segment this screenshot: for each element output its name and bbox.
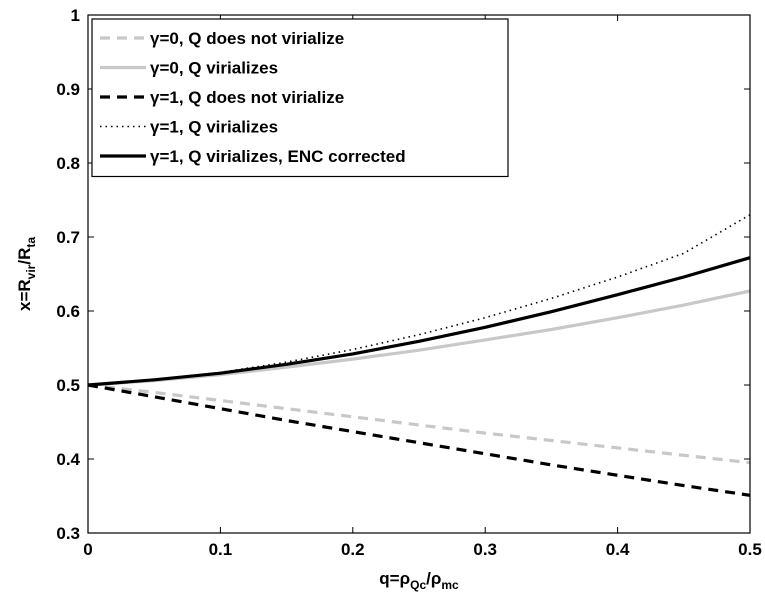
legend-label-5: γ=1, Q virializes, ENC corrected	[150, 147, 406, 166]
x-tick-label: 0	[83, 540, 92, 559]
plot-frame	[87, 14, 751, 534]
y-tick-label: 1	[71, 6, 80, 25]
legend: γ=0, Q does not virialize γ=0, Q virializ…	[91, 18, 509, 178]
series-line-5	[87, 256, 751, 387]
x-tick-label: 0.4	[606, 540, 630, 559]
x-axis-label-sub2: mc	[441, 578, 459, 592]
x-tick-label: 0.1	[209, 540, 233, 559]
y-axis-label-sub1: vir	[24, 264, 38, 279]
y-tick-label: 0.7	[56, 228, 80, 247]
legend-label-2: γ=0, Q virializes	[150, 59, 278, 78]
legend-label-4: γ=1, Q virializes	[150, 118, 278, 137]
tick-layer: 0 0.1 0.2 0.3 0.4 0.5 0.3 0.4 0.5 0.6 0.7 0.8 0.9 1	[56, 6, 761, 559]
legend-label-1: γ=0, Q does not virialize	[150, 29, 344, 48]
series-line-1	[87, 383, 751, 465]
y-axis-label-sub2: ta	[24, 237, 38, 248]
x-axis-label: q=ρQc/ρmc	[379, 569, 459, 592]
x-tick-label: 0.3	[473, 540, 497, 559]
legend-box	[91, 18, 509, 178]
y-axis-label-mid: /R	[15, 248, 34, 265]
x-tick-label: 0.5	[738, 540, 762, 559]
series-layer	[87, 214, 751, 497]
y-axis-label-main: x=R	[15, 279, 34, 311]
y-tick-label: 0.9	[56, 80, 80, 99]
y-tick-label: 0.6	[56, 302, 80, 321]
legend-label-3: γ=1, Q does not virialize	[150, 88, 344, 107]
y-tick-label: 0.3	[56, 524, 80, 543]
y-tick-label: 0.8	[56, 154, 80, 173]
x-tick-label: 0.2	[341, 540, 365, 559]
y-tick-label: 0.5	[56, 376, 80, 395]
x-axis-label-main: q=ρ	[379, 569, 410, 588]
y-tick-label: 0.4	[56, 450, 80, 469]
x-axis-label-mid: /ρ	[426, 569, 441, 588]
x-axis-label-sub1: Qc	[410, 578, 426, 592]
y-axis-label: x=Rvir/Rta	[15, 237, 38, 311]
